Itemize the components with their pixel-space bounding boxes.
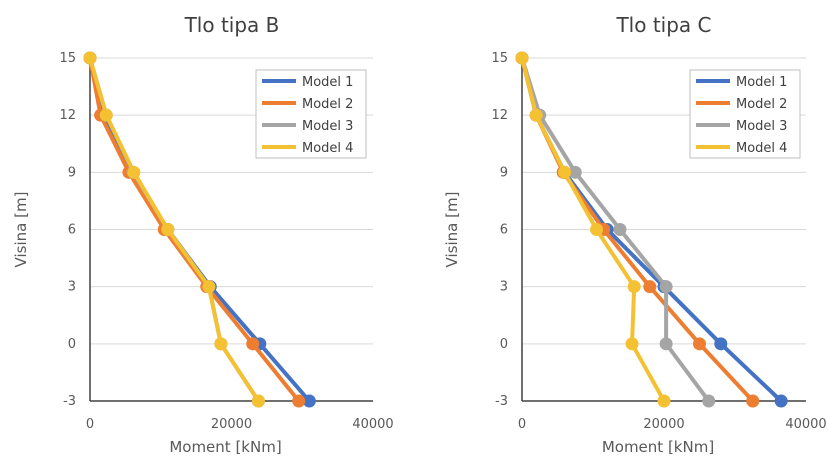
chart-title: Tlo tipa B: [184, 13, 280, 37]
x-tick-label: 0: [518, 417, 526, 432]
y-tick-label: 6: [500, 223, 508, 238]
data-point-model-2: [746, 394, 760, 408]
data-point-model-4: [214, 337, 228, 351]
data-point-model-2: [693, 337, 706, 351]
data-point-model-1: [714, 337, 728, 351]
data-point-model-2: [643, 280, 657, 294]
x-tick-label: 40000: [352, 417, 393, 432]
data-point-model-4: [251, 394, 265, 408]
data-point-model-1: [302, 394, 316, 408]
data-point-model-4: [202, 280, 216, 294]
y-tick-label: 0: [500, 337, 508, 352]
y-tick-label: -3: [495, 394, 508, 409]
y-tick-label: 12: [59, 108, 76, 123]
data-point-model-3: [568, 165, 582, 179]
data-point-model-3: [659, 280, 673, 294]
legend: Model 1 Model 2 Model 3 Model 4: [689, 69, 801, 159]
y-axis-title: Visina [m]: [443, 192, 461, 268]
chart-panel-2: Tlo tipa C 15 12 9 6 3 0 -3 0 20000 40000 Moment [k…: [443, 13, 827, 456]
data-point-model-4: [99, 108, 113, 122]
x-tick-label: 20000: [643, 417, 684, 432]
legend-label: Model 3: [736, 119, 787, 134]
y-tick-label: 3: [500, 280, 508, 295]
x-tick-label: 0: [86, 417, 94, 432]
y-tick-label: -3: [63, 394, 76, 409]
legend: Model 1 Model 2 Model 3 Model 4: [255, 69, 367, 159]
x-axis-title: Moment [kNm]: [602, 438, 714, 456]
legend-box: [255, 69, 367, 159]
data-point-model-4: [627, 280, 641, 294]
y-tick-label: 6: [68, 223, 76, 238]
legend-label: Model 4: [302, 141, 353, 156]
y-tick-label: 12: [491, 108, 508, 123]
data-point-model-3: [613, 223, 627, 236]
data-point-model-1: [774, 394, 788, 408]
y-tick-label: 9: [500, 165, 508, 180]
y-tick-label: 15: [59, 51, 76, 66]
data-point-model-4: [529, 108, 543, 122]
y-tick-label: 9: [68, 165, 76, 180]
y-tick-label: 0: [68, 337, 76, 352]
legend-label: Model 1: [736, 75, 787, 90]
legend-label: Model 3: [302, 119, 353, 134]
legend-box: [689, 69, 801, 159]
y-axis-title: Visina [m]: [12, 192, 30, 268]
data-point-model-2: [292, 394, 306, 408]
x-tick-label: 40000: [785, 417, 826, 432]
legend-label: Model 1: [302, 75, 353, 90]
legend-label: Model 2: [302, 97, 353, 112]
data-point-model-4: [515, 51, 529, 65]
data-point-model-3: [702, 394, 716, 408]
data-point-model-4: [657, 394, 671, 408]
data-point-model-4: [625, 337, 639, 351]
data-point-model-4: [127, 165, 141, 179]
legend-label: Model 2: [736, 97, 787, 112]
data-point-model-4: [161, 223, 175, 236]
y-tick-label: 15: [491, 51, 508, 66]
data-point-model-3: [659, 337, 673, 351]
data-point-model-2: [246, 337, 260, 351]
chart-panel-1: Tlo tipa B 15 12 9 6 3 0 -3 0 20000 40000 Moment [k…: [12, 13, 394, 456]
x-axis-title: Moment [kNm]: [169, 438, 281, 456]
legend-label: Model 4: [736, 141, 787, 156]
data-point-model-4: [590, 223, 604, 236]
y-tick-label: 3: [68, 280, 76, 295]
chart-title: Tlo tipa C: [615, 13, 711, 37]
data-point-model-4: [83, 51, 97, 65]
x-tick-label: 20000: [211, 417, 252, 432]
data-point-model-4: [558, 165, 572, 179]
